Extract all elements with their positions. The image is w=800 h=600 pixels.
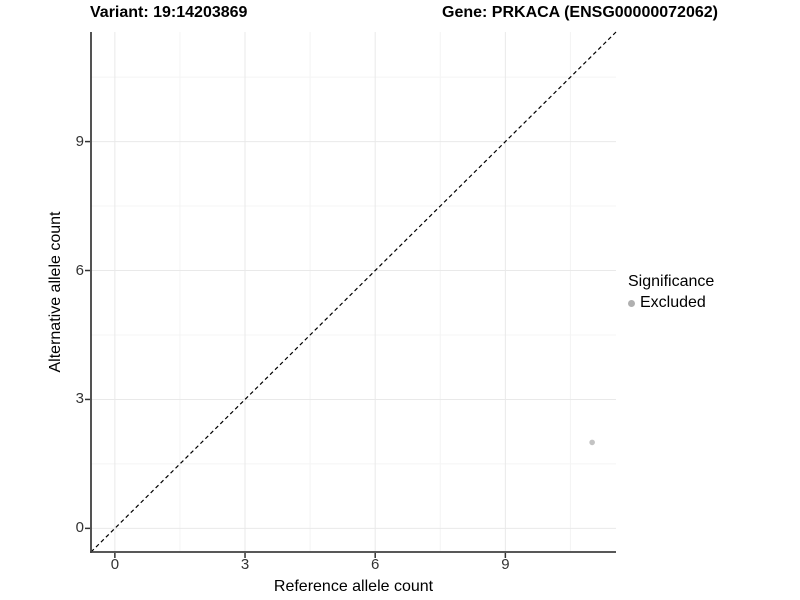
legend-item-excluded: Excluded [628, 294, 714, 312]
legend-title: Significance [628, 273, 715, 290]
plot-title-gene: Gene: PRKACA (ENSG00000072062) [442, 4, 718, 21]
x-axis-title: Reference allele count [273, 578, 434, 595]
identity-reference-line [90, 31, 617, 553]
y-tick-label: 6 [75, 261, 84, 279]
x-tick-label: 0 [110, 556, 120, 573]
x-tick-label: 9 [501, 556, 510, 573]
y-tick-label: 0 [75, 519, 84, 537]
legend-item-label: Excluded [640, 294, 706, 311]
x-tick-label: 6 [371, 556, 380, 573]
y-tick-label: 3 [75, 390, 84, 408]
y-axis-title: Alternative allele count [47, 211, 64, 373]
plot-title-variant: Variant: 19:14203869 [90, 4, 248, 21]
data-point [589, 439, 595, 446]
excluded-dot-icon [628, 299, 635, 307]
y-tick-label: 9 [75, 132, 84, 150]
legend: Significance Excluded [628, 273, 714, 312]
x-tick-label: 3 [240, 556, 250, 573]
